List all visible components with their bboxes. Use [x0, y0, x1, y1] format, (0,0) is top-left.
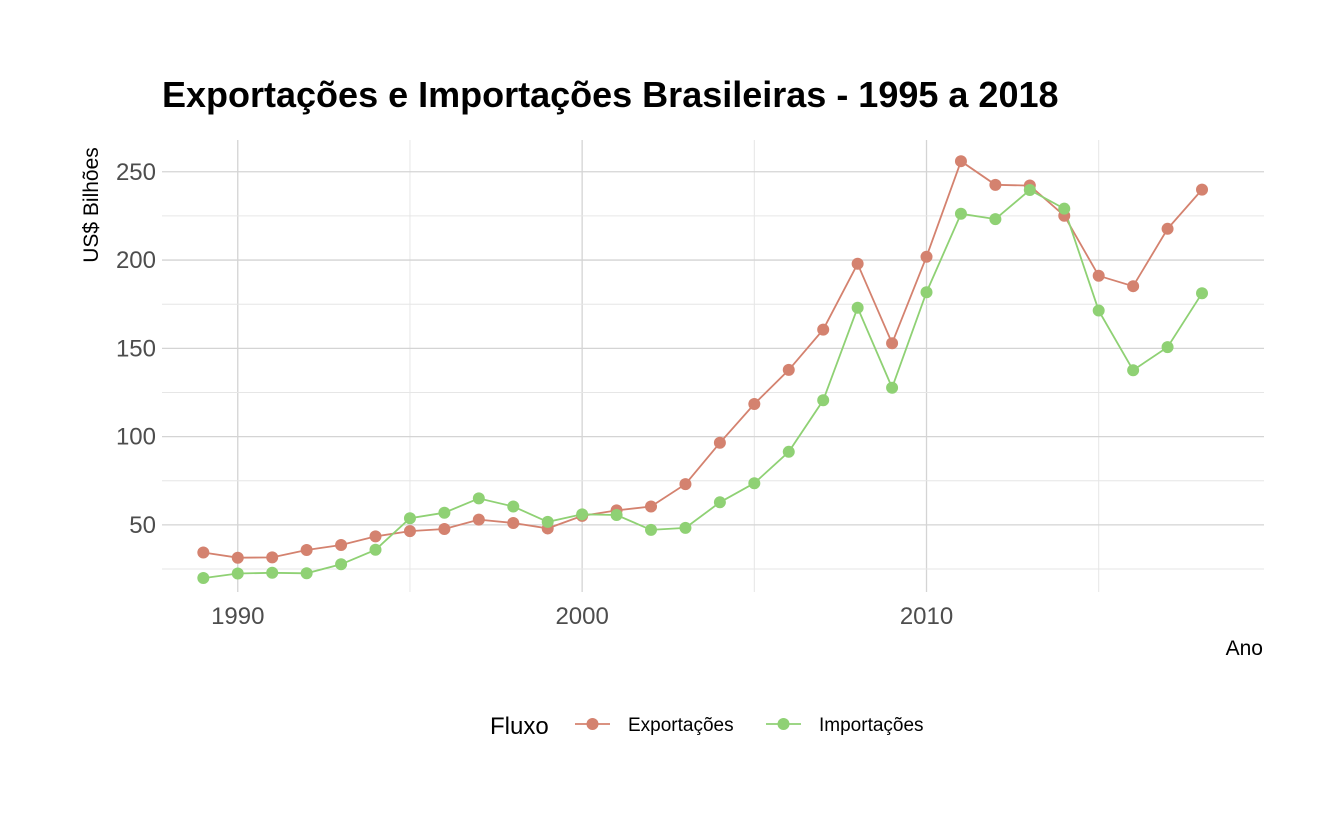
y-tick-label: 100	[116, 424, 156, 451]
y-tick-label: 200	[116, 247, 156, 274]
data-point-exportacoes	[920, 250, 933, 263]
data-point-importacoes	[886, 381, 899, 394]
y-tick-label: 250	[116, 159, 156, 186]
data-point-exportacoes	[989, 178, 1002, 191]
chart-title: Exportações e Importações Brasileiras - …	[162, 74, 1059, 115]
data-point-importacoes	[713, 496, 726, 509]
data-point-importacoes	[472, 492, 485, 505]
data-point-exportacoes	[679, 478, 692, 491]
data-point-importacoes	[266, 566, 279, 579]
y-tick-label: 150	[116, 335, 156, 362]
x-tick-label: 2010	[900, 603, 953, 630]
y-axis-title: US$ Bilhões	[80, 147, 103, 263]
series-layer	[197, 155, 1209, 585]
x-tick-label: 2000	[555, 603, 608, 630]
data-point-importacoes	[989, 213, 1002, 226]
data-point-importacoes	[782, 445, 795, 458]
data-point-exportacoes	[335, 539, 348, 552]
data-point-importacoes	[679, 521, 692, 534]
data-point-importacoes	[851, 301, 864, 314]
data-point-exportacoes	[507, 516, 520, 529]
data-point-exportacoes	[231, 551, 244, 564]
data-point-exportacoes	[817, 323, 830, 336]
data-point-exportacoes	[1196, 183, 1209, 196]
data-point-exportacoes	[886, 337, 899, 350]
series-line-exportacoes	[203, 159, 1203, 559]
data-point-importacoes	[369, 543, 382, 556]
data-point-importacoes	[748, 477, 761, 490]
data-point-exportacoes	[645, 500, 658, 513]
data-point-exportacoes	[403, 525, 416, 538]
data-point-exportacoes	[472, 513, 485, 526]
data-point-importacoes	[1058, 202, 1071, 215]
legend: Fluxo Exportações Importações	[490, 713, 924, 740]
x-tick-label: 1990	[211, 603, 264, 630]
legend-item-importacoes: Importações	[766, 715, 924, 736]
data-point-exportacoes	[1161, 222, 1174, 235]
data-point-importacoes	[335, 558, 348, 571]
series-line-importacoes	[203, 188, 1203, 579]
data-point-importacoes	[1196, 287, 1209, 300]
data-point-exportacoes	[197, 546, 210, 559]
y-tick-label: 50	[129, 512, 156, 539]
data-point-importacoes	[1127, 364, 1140, 377]
data-point-exportacoes	[954, 155, 967, 168]
tick-labels: 1990 2000 2010 50 100 150 200 250	[116, 159, 953, 630]
data-point-exportacoes	[748, 397, 761, 410]
data-point-exportacoes	[369, 530, 382, 543]
data-point-exportacoes	[300, 543, 313, 556]
grid-lines	[162, 140, 1264, 592]
data-point-importacoes	[645, 523, 658, 536]
data-point-importacoes	[610, 509, 623, 522]
data-point-exportacoes	[782, 363, 795, 376]
data-point-importacoes	[1023, 183, 1036, 196]
legend-label: Importações	[819, 715, 924, 736]
data-point-importacoes	[197, 572, 210, 585]
data-point-importacoes	[1161, 341, 1174, 354]
data-point-exportacoes	[1092, 269, 1105, 282]
data-point-importacoes	[507, 500, 520, 513]
data-point-importacoes	[541, 515, 554, 528]
data-point-importacoes	[817, 394, 830, 407]
legend-key-marker	[777, 718, 790, 730]
data-point-importacoes	[231, 567, 244, 580]
data-point-importacoes	[954, 207, 967, 220]
data-point-exportacoes	[851, 257, 864, 270]
data-point-importacoes	[920, 286, 933, 299]
data-point-importacoes	[438, 506, 451, 519]
legend-key-marker	[586, 718, 599, 730]
data-point-importacoes	[576, 508, 589, 521]
x-axis-title: Ano	[1226, 637, 1263, 660]
data-point-importacoes	[1092, 304, 1105, 317]
data-point-importacoes	[300, 567, 313, 580]
legend-label: Exportações	[628, 715, 734, 736]
data-point-exportacoes	[438, 522, 451, 535]
data-point-importacoes	[403, 512, 416, 525]
legend-item-exportacoes: Exportações	[575, 715, 734, 736]
data-point-exportacoes	[713, 436, 726, 449]
data-point-exportacoes	[266, 551, 279, 564]
legend-title: Fluxo	[490, 713, 549, 740]
data-point-exportacoes	[1127, 280, 1140, 293]
